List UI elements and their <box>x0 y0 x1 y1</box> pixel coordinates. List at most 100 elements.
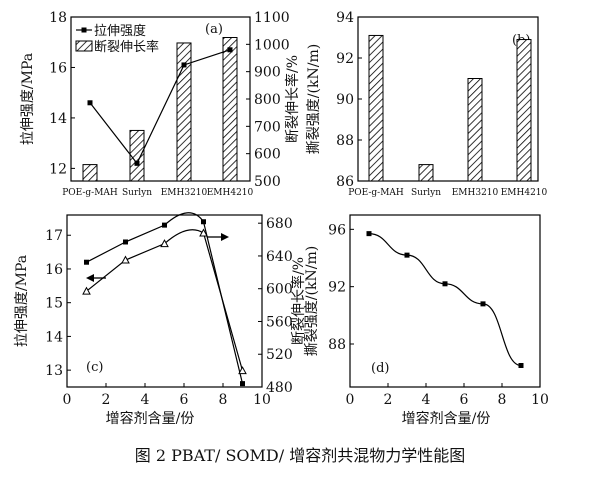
b-bar-tear <box>467 78 483 182</box>
d-x-tick-label: 4 <box>422 392 431 408</box>
panel-a-label: (a) <box>205 22 223 37</box>
panel-b-frame <box>357 16 539 182</box>
b-left-tick-label: 86 <box>336 174 354 190</box>
a-bar-elongation <box>176 42 192 182</box>
c-left-tick-label: 14 <box>45 329 63 345</box>
b-category-label: Surlyn <box>411 188 441 198</box>
panel-b-left-axis-label: 撕裂强度/(kN/m) <box>306 44 322 154</box>
d-x-tick-label: 10 <box>531 392 549 408</box>
panel-a-legend: 拉伸强度 断裂伸长率 <box>75 23 159 55</box>
b-bar-tear <box>368 34 384 182</box>
c-x-tick-label: 2 <box>102 392 111 408</box>
panel-b: (b) 撕裂强度/(kN/m) 8688909294POE-g-MAHSurly… <box>306 10 548 198</box>
c-right-tick-label: 560 <box>266 314 293 330</box>
c-x-tick-label: 10 <box>253 392 271 408</box>
panel-c-x-axis-label: 增容剂含量/份 <box>106 410 195 427</box>
a-point-tensile <box>87 100 93 106</box>
a-right-tick-label: 1100 <box>254 10 290 26</box>
c-right-tick-label: 680 <box>266 216 293 232</box>
panel-c-right-axis-label: 断裂伸长率/% <box>290 257 307 345</box>
c-point-tensile <box>201 219 206 225</box>
a-right-tick-label: 500 <box>254 174 281 190</box>
d-point-tear <box>404 252 410 258</box>
d-point-tear <box>518 363 524 368</box>
panel-d-label: (d) <box>371 361 389 376</box>
c-point-elongation <box>199 228 208 237</box>
legend-elongation-text: 断裂伸长率 <box>94 39 159 55</box>
c-left-tick-label: 17 <box>45 228 63 244</box>
right-axis-arrow <box>207 233 229 241</box>
d-x-tick-label: 8 <box>498 392 507 408</box>
panel-d-x-axis-label: 增容剂含量/份 <box>402 410 491 427</box>
c-x-tick-label: 0 <box>63 392 72 408</box>
d-point-tear <box>442 281 448 287</box>
d-point-tear <box>480 301 486 307</box>
a-right-tick-label: 800 <box>254 92 281 108</box>
b-category-label: POE-g-MAH <box>348 188 404 198</box>
d-point-tear <box>366 231 372 237</box>
c-left-tick-label: 15 <box>45 296 63 312</box>
a-point-tensile <box>181 62 187 68</box>
panel-a: (a) 拉伸强度/MPa 断裂伸长率/% 拉伸强度 断裂伸长率 12 14 16 18… <box>20 10 301 198</box>
a-line-tensile <box>89 49 231 165</box>
a-category-label: Surlyn <box>122 188 152 198</box>
b-left-tick-label: 90 <box>336 92 354 108</box>
b-category-label: EMH4210 <box>501 188 548 198</box>
b-bar-tear <box>418 164 434 182</box>
a-left-tick-label: 16 <box>49 60 67 76</box>
c-point-tensile <box>123 239 128 245</box>
a-bar-elongation <box>129 129 145 182</box>
d-x-tick-label: 0 <box>346 392 355 408</box>
b-bar-tear <box>516 39 532 182</box>
c-line-tensile <box>86 212 244 384</box>
legend-tensile-marker <box>81 27 87 33</box>
c-point-elongation <box>160 239 169 248</box>
d-left-tick-label: 96 <box>328 222 346 238</box>
c-right-tick-label: 640 <box>266 249 293 265</box>
panel-d-left-axis-label: 撕裂强度/(kN/m) <box>304 246 320 356</box>
c-x-tick-label: 6 <box>180 392 189 408</box>
legend-tensile-text: 拉伸强度 <box>94 23 146 39</box>
b-left-tick-label: 88 <box>336 133 354 149</box>
a-right-tick-label: 700 <box>254 119 281 135</box>
a-category-label: EMH3210 <box>161 188 208 198</box>
legend-elongation-swatch <box>75 40 93 52</box>
c-point-elongation <box>121 255 130 264</box>
a-right-tick-label: 1000 <box>254 37 290 53</box>
a-category-label: EMH4210 <box>207 188 254 198</box>
c-point-elongation <box>238 366 247 375</box>
a-bar-elongation <box>82 164 98 182</box>
b-left-tick-label: 92 <box>336 51 354 67</box>
a-point-tensile <box>227 47 233 53</box>
panel-c-label: (c) <box>86 360 103 375</box>
a-left-tick-label: 18 <box>49 10 67 26</box>
c-line-elongation <box>86 229 244 371</box>
c-right-tick-label: 480 <box>266 380 293 396</box>
a-left-tick-label: 14 <box>49 111 67 127</box>
a-right-tick-label: 600 <box>254 147 281 163</box>
a-left-tick-label: 12 <box>49 161 67 177</box>
d-line-tear <box>368 233 522 367</box>
figure-caption: 图 2 PBAT/ SOMD/ 增容剂共混物力学性能图 <box>135 446 465 465</box>
b-category-label: EMH3210 <box>452 188 499 198</box>
d-x-tick-label: 2 <box>384 392 393 408</box>
panel-c-frame <box>66 214 263 388</box>
panel-c-left-axis-label: 拉伸强度/MPa <box>14 255 30 347</box>
panel-d-frame <box>349 214 541 388</box>
a-bar-elongation <box>222 37 238 182</box>
c-point-tensile <box>84 259 89 265</box>
c-x-tick-label: 4 <box>141 392 150 408</box>
c-right-tick-label: 520 <box>266 347 293 363</box>
c-point-elongation <box>82 286 91 295</box>
c-point-tensile <box>162 222 167 228</box>
d-x-tick-label: 6 <box>460 392 469 408</box>
panel-c: (c) 拉伸强度/MPa 断裂伸长率/% 增容剂含量/份 0 2 4 6 8 10 13 14… <box>14 212 307 427</box>
panel-a-right-axis-label: 断裂伸长率/% <box>284 55 301 143</box>
b-left-tick-label: 94 <box>336 10 354 26</box>
d-left-tick-label: 92 <box>328 280 346 296</box>
c-right-tick-label: 600 <box>266 282 293 298</box>
c-left-tick-label: 16 <box>45 262 63 278</box>
d-left-tick-label: 88 <box>328 337 346 353</box>
c-left-tick-label: 13 <box>45 363 63 379</box>
